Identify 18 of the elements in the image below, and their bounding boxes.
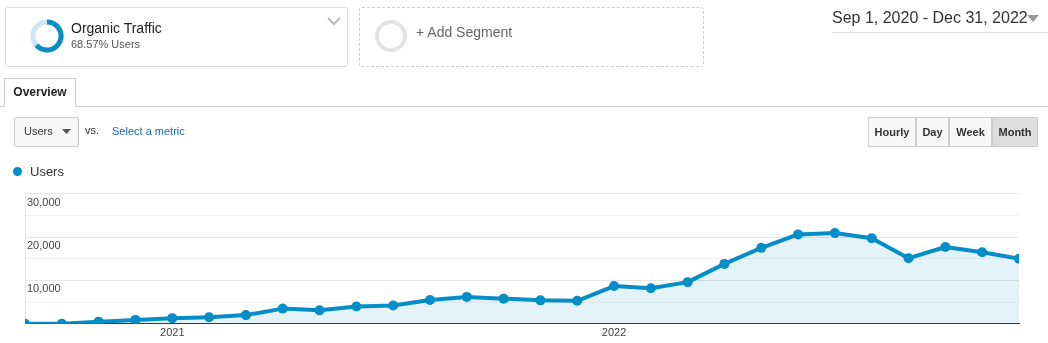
y-tick-label: 30,000 <box>27 195 61 208</box>
text: + Add Segment <box>416 24 513 40</box>
chart-title: Organic Traffic <box>71 20 162 36</box>
x-tick-label: 2021 <box>160 326 185 339</box>
text: Month <box>992 117 1038 147</box>
text: Select a metric <box>112 125 185 137</box>
text: Hourly <box>868 117 916 147</box>
text: vs. <box>85 124 100 136</box>
chart-subtitle: 68.57% Users <box>71 38 141 50</box>
text: Week <box>949 117 992 147</box>
text: Sep 1, 2020 - Dec 31, 2022 <box>832 9 1048 33</box>
y-tick-label: 10,000 <box>27 282 61 295</box>
legend-label: Users <box>30 164 64 179</box>
text: Users <box>24 125 53 137</box>
text: Day <box>916 117 949 147</box>
text: Overview <box>4 78 76 107</box>
x-tick-label: 2022 <box>601 326 627 339</box>
y-tick-label: 20,000 <box>27 239 61 252</box>
